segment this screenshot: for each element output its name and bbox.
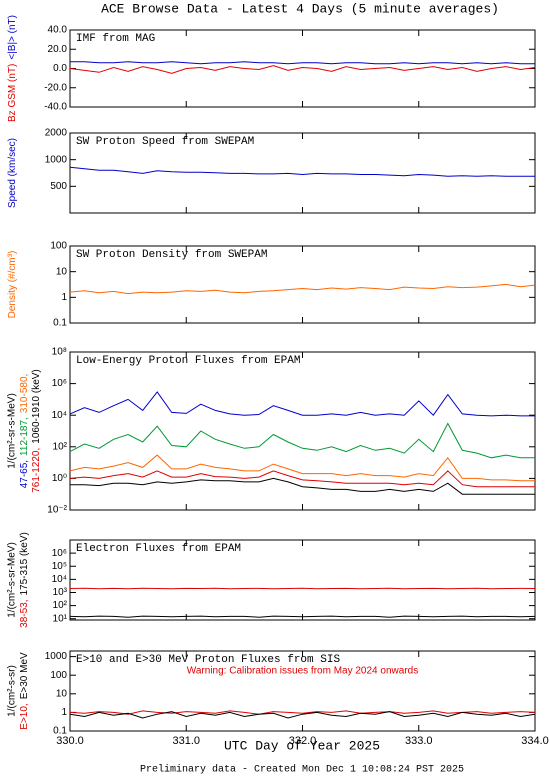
y-axis-label: 1/(cm²-s-sr) <box>7 665 18 717</box>
legend-entry: 175-315 (keV) <box>19 532 30 595</box>
y-tick-label: 10⁰ <box>52 473 67 484</box>
legend-entry: 112-187, <box>19 417 30 456</box>
series-line <box>69 710 536 715</box>
legend-row: 38-53, 175-315 (keV) <box>19 532 30 628</box>
y-tick-label: 0.0 <box>53 63 67 74</box>
legend-entry: 310-580, <box>19 374 30 413</box>
panel-title: SW Proton Speed from SWEPAM <box>76 136 254 148</box>
x-tick-label: 334.0 <box>521 735 549 747</box>
y-tick-label: 100 <box>50 670 67 681</box>
y-tick-label: 1000 <box>45 154 68 165</box>
series-line <box>69 454 535 482</box>
series-line <box>69 166 535 177</box>
x-tick-label: 330.0 <box>56 735 84 747</box>
y-tick-label: 10⁴ <box>52 574 67 585</box>
y-tick-label: 10⁶ <box>52 548 67 559</box>
x-tick-label: 331.0 <box>172 735 200 747</box>
legend-row: 47-65, 112-187, 310-580, <box>19 374 30 489</box>
legend-entry: E>10, <box>19 703 30 729</box>
x-tick-label: 333.0 <box>405 735 433 747</box>
y-tick-label: 10³ <box>53 587 68 598</box>
y-axis-label: 1/(cm²-s-sr-MeV) <box>7 542 18 618</box>
series-line <box>69 283 536 295</box>
legend-entry: E>30 MeV <box>19 652 30 699</box>
annotation: Warning: Calibration issues from May 202… <box>187 666 418 677</box>
y-tick-label: 10¹ <box>53 613 68 624</box>
y-tick-label: 10⁶ <box>52 378 67 389</box>
y-tick-label: 0.1 <box>53 726 67 737</box>
y-tick-label: 10⁸ <box>52 347 67 358</box>
legend-entry: Speed (km/sec) <box>7 138 18 208</box>
x-axis-label: UTC Day of Year 2025 <box>224 738 380 753</box>
y-tick-label: -40.0 <box>44 102 67 113</box>
series-line <box>69 422 535 459</box>
panel-title: Electron Fluxes from EPAM <box>76 543 241 555</box>
y-tick-label: 10 <box>56 688 68 699</box>
y-tick-label: 10² <box>53 600 68 611</box>
footer: Preliminary data - Created Mon Dec 1 10:… <box>140 764 464 776</box>
series-line <box>69 391 535 417</box>
series-line <box>69 470 535 488</box>
page-title: ACE Browse Data - Latest 4 Days (5 minut… <box>101 1 499 16</box>
legend-entry: 47-65, <box>19 460 30 488</box>
y-tick-label: 0.1 <box>53 318 67 329</box>
y-tick-label: 1 <box>61 707 67 718</box>
legend-row: Density (#/cm³) <box>7 251 18 319</box>
series-line <box>70 61 535 65</box>
y-tick-label: 10⁵ <box>52 561 67 572</box>
series-line <box>69 615 536 618</box>
legend-entry: <|B|> (nT) <box>7 15 18 60</box>
y-tick-label: -20.0 <box>44 82 67 93</box>
x-tick-label: 332.0 <box>289 735 317 747</box>
legend-entry: Bz GSM (nT) <box>7 64 18 122</box>
y-tick-label: 20.0 <box>48 44 68 55</box>
y-tick-label: 40.0 <box>48 25 68 36</box>
y-tick-label: 100 <box>50 241 67 252</box>
legend-row: Bz GSM (nT) <|B|> (nT) <box>7 15 18 122</box>
series-line <box>70 477 535 495</box>
legend-entry: 761-1220, <box>31 448 42 493</box>
y-tick-label: 1000 <box>45 651 68 662</box>
y-tick-label: 10 <box>56 266 68 277</box>
legend-row: 761-1220, 1060-1910 (keV) <box>31 369 42 493</box>
y-axis-label: 1/(cm²-sr-s-MeV) <box>7 393 18 469</box>
y-tick-label: 2000 <box>45 128 68 139</box>
y-tick-label: 10⁻² <box>47 505 67 516</box>
series-line <box>69 587 536 590</box>
series-line <box>69 65 536 74</box>
y-tick-label: 10⁴ <box>52 410 67 421</box>
panel-title: Low-Energy Proton Fluxes from EPAM <box>76 355 300 367</box>
panel-title: E>10 and E>30 MeV Proton Fluxes from SIS <box>76 654 340 666</box>
panel-title: IMF from MAG <box>76 33 155 45</box>
legend-entry: Density (#/cm³) <box>7 251 18 319</box>
y-tick-label: 500 <box>50 181 67 192</box>
legend-row: Speed (km/sec) <box>7 138 18 208</box>
panel-title: SW Proton Density from SWEPAM <box>76 249 267 261</box>
legend-entry: 38-53, <box>19 600 30 628</box>
legend-row: E>10, E>30 MeV <box>19 652 30 730</box>
y-tick-label: 1 <box>61 292 67 303</box>
legend-entry: 1060-1910 (keV) <box>31 369 42 444</box>
series-line <box>69 711 536 719</box>
y-tick-label: 10² <box>53 441 68 452</box>
